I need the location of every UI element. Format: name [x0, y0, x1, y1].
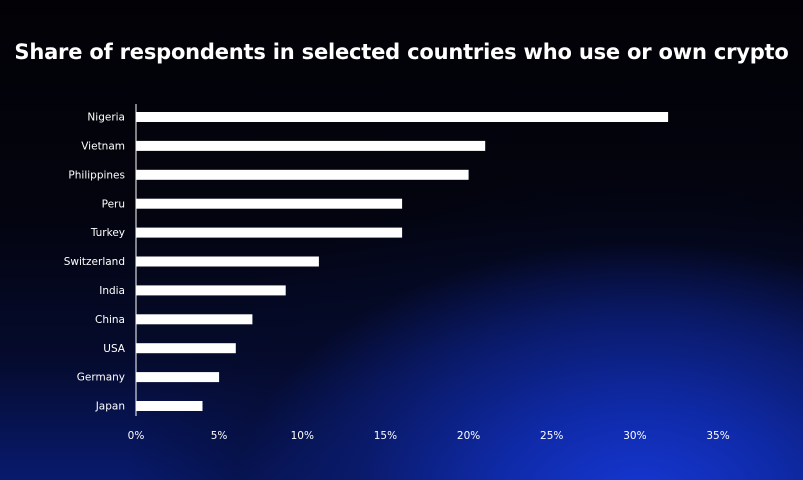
category-labels: Nigeria Vietnam Philippines Peru Turkey Switz…	[64, 112, 126, 413]
category-label-usa: USA	[103, 343, 126, 355]
category-label-philippines: Philippines	[68, 169, 125, 181]
x-tick-label: 5%	[211, 430, 228, 442]
category-label-japan: Japan	[95, 401, 125, 413]
category-label-china: China	[95, 314, 125, 326]
bar-peru	[136, 198, 403, 209]
category-label-germany: Germany	[77, 372, 125, 384]
bar-nigeria	[136, 112, 669, 122]
bar-india	[136, 285, 286, 296]
chart-title: Share of respondents in selected countri…	[14, 40, 789, 64]
bar-japan	[136, 401, 203, 411]
bar-germany	[136, 372, 220, 383]
bar-china	[136, 314, 253, 325]
category-label-india: India	[99, 285, 125, 297]
x-tick-label: 15%	[374, 430, 397, 442]
x-tick-label: 20%	[457, 430, 480, 442]
x-tick-labels: 0% 5% 10% 15% 20% 25% 30% 35%	[128, 430, 730, 442]
x-tick-label: 35%	[706, 430, 729, 442]
category-label-peru: Peru	[102, 198, 125, 210]
bar-usa	[136, 343, 236, 354]
bar-philippines	[136, 169, 469, 180]
x-tick-label: 0%	[128, 430, 145, 442]
x-tick-label: 30%	[623, 430, 646, 442]
category-label-vietnam: Vietnam	[81, 141, 125, 153]
category-label-switzerland: Switzerland	[64, 256, 125, 268]
x-tick-label: 10%	[291, 430, 314, 442]
bar-turkey	[136, 227, 403, 238]
bars-layer	[136, 112, 669, 411]
category-label-nigeria: Nigeria	[87, 112, 125, 124]
category-label-turkey: Turkey	[90, 227, 125, 239]
bar-vietnam	[136, 140, 486, 151]
bar-switzerland	[136, 256, 319, 267]
x-tick-label: 25%	[540, 430, 563, 442]
